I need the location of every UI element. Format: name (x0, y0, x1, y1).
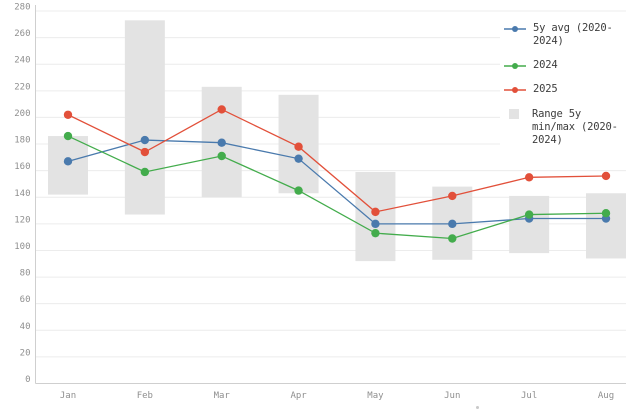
data-point (140, 135, 150, 145)
data-point (217, 151, 226, 161)
data-point (524, 173, 534, 182)
data-point (371, 207, 380, 217)
y-axis-tick-label: 160 (14, 162, 30, 172)
y-axis-tick-label: 60 (20, 295, 31, 305)
data-point (448, 219, 457, 229)
series-line (67, 135, 607, 240)
x-axis-tick-label: Aug (598, 391, 614, 401)
series-line (67, 139, 606, 225)
y-axis-tick-label: 180 (14, 136, 30, 146)
y-axis-tick-label: 240 (14, 56, 30, 66)
y-axis-tick-label: 0 (25, 375, 30, 385)
y-axis-tick-label: 220 (14, 82, 30, 92)
line-dot-marker-icon (504, 63, 526, 70)
x-axis-tick-label: Mar (214, 391, 231, 401)
x-axis-tick-label: May (367, 391, 384, 401)
y-axis-tick-label: 120 (14, 215, 30, 225)
y-axis-tick-label: 80 (20, 269, 31, 279)
data-point (294, 142, 303, 151)
y-axis-tick-label: 200 (14, 109, 30, 119)
range-swatch-icon (509, 108, 519, 119)
legend-item-range: Range 5y min/max (2020-2024) (504, 108, 626, 147)
x-axis-tick-label: Jun (444, 391, 460, 401)
y-axis-tick-label: 260 (14, 29, 30, 39)
legend-label-range: Range 5y min/max (2020-2024) (532, 107, 618, 146)
range-bar (124, 20, 165, 215)
legend-label-2024: 2024 (533, 59, 558, 72)
data-point (524, 210, 534, 219)
artifact-dot (476, 406, 479, 409)
x-axis-tick-label: Feb (137, 391, 153, 401)
y-axis-tick-label: 280 (14, 3, 30, 13)
legend-label-5y-avg: 5y avg (2020-2024) (533, 22, 613, 48)
data-point (294, 154, 303, 163)
legend-item-5y-avg: 5y avg (2020-2024) (504, 22, 626, 48)
legend-label-2025: 2025 (533, 83, 558, 96)
legend-item-2024: 2024 (504, 59, 626, 72)
data-point (140, 167, 150, 177)
y-axis-tick-label: 140 (14, 189, 30, 199)
range-bar (509, 195, 550, 254)
chart-legend: 5y avg (2020-2024) 2024 2025 Range 5y mi… (500, 20, 626, 149)
line-dot-marker-icon (504, 26, 526, 32)
x-axis-tick-label: Apr (290, 391, 307, 401)
y-axis-tick-label: 100 (14, 242, 30, 252)
series-line (67, 108, 607, 213)
data-point (63, 157, 73, 166)
data-point (448, 234, 457, 243)
range-bar (355, 171, 396, 262)
data-point (601, 209, 611, 218)
data-point (140, 147, 150, 157)
data-point (63, 131, 73, 141)
y-axis-tick-label: 20 (20, 348, 31, 358)
data-point (217, 138, 226, 147)
data-point (294, 186, 303, 195)
data-point (371, 228, 380, 238)
x-axis-tick-label: Jul (521, 391, 537, 401)
data-point (448, 191, 457, 201)
data-point (63, 110, 73, 119)
data-point (217, 105, 226, 114)
line-dot-marker-icon (504, 87, 526, 94)
x-axis-tick-label: Jan (60, 391, 76, 401)
data-point (601, 171, 611, 181)
range-bar (585, 193, 626, 259)
legend-item-2025: 2025 (504, 83, 626, 96)
data-point (371, 219, 380, 229)
y-axis-tick-label: 40 (20, 322, 31, 332)
